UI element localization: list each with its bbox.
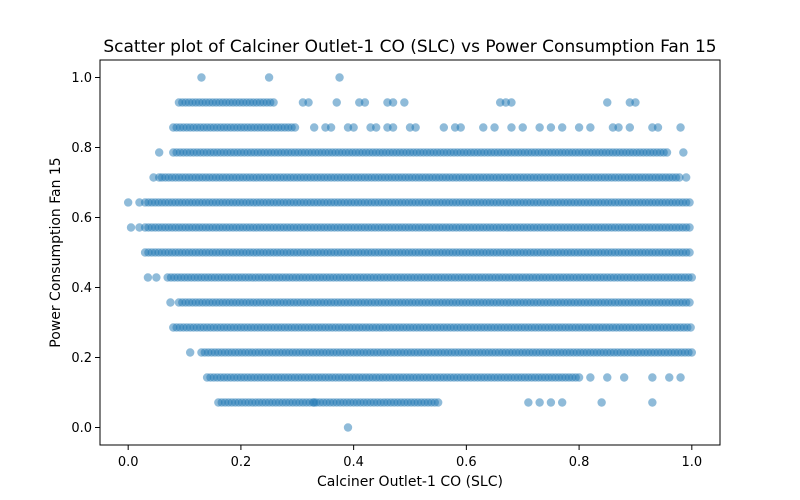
x-axis-label: Calciner Outlet-1 CO (SLC) (317, 474, 503, 490)
scatter-point (479, 123, 488, 132)
y-tick-label: 0.2 (71, 351, 92, 366)
scatter-point (603, 98, 612, 107)
x-tick-label: 0.0 (118, 455, 139, 470)
scatter-point (388, 123, 398, 132)
scatter-point (679, 148, 688, 157)
scatter-point (687, 273, 697, 282)
scatter-point (603, 373, 612, 382)
scatter-point (507, 123, 516, 132)
scatter-point (597, 398, 606, 407)
scatter-point (332, 98, 341, 107)
scatter-point (574, 123, 584, 132)
points-layer (123, 73, 697, 432)
chart-title: Scatter plot of Calciner Outlet-1 CO (SL… (103, 37, 716, 57)
x-tick-label: 0.8 (569, 455, 590, 470)
scatter-point (686, 323, 695, 332)
scatter-point (433, 398, 443, 407)
scatter-point (546, 123, 556, 132)
scatter-point (586, 123, 595, 132)
scatter-point (507, 98, 516, 107)
y-axis-label: Power Consumption Fan 15 (48, 157, 64, 347)
scatter-point (143, 273, 153, 282)
scatter-point (557, 398, 567, 407)
scatter-point (535, 123, 544, 132)
scatter-point (326, 123, 336, 132)
scatter-point (152, 273, 161, 282)
scatter-point (309, 123, 319, 132)
scatter-point (685, 223, 694, 232)
scatter-point (586, 373, 595, 382)
scatter-point (665, 373, 674, 382)
scatter-point (456, 123, 465, 132)
y-tick-label: 0.8 (71, 141, 92, 156)
scatter-point (304, 98, 313, 107)
scatter-point (123, 198, 133, 207)
y-tick-label: 0.6 (71, 211, 92, 226)
scatter-point (687, 348, 697, 357)
scatter-point (524, 398, 533, 407)
plot-frame (99, 59, 721, 446)
scatter-point (135, 198, 144, 207)
scatter-point (676, 373, 685, 382)
scatter-point (546, 398, 556, 407)
scatter-point (676, 123, 685, 132)
y-tick-label: 0.4 (71, 281, 92, 296)
x-axis: 0.0 0.2 0.4 0.6 0.8 1.0 (118, 445, 702, 470)
scatter-point (343, 423, 353, 432)
scatter-point (685, 248, 694, 257)
scatter-point (681, 173, 691, 182)
scatter-point (648, 373, 657, 382)
scatter-point (290, 123, 300, 132)
scatter-point (625, 123, 635, 132)
scatter-point (557, 123, 567, 132)
y-tick-label: 0.0 (71, 421, 92, 436)
scatter-point (309, 398, 319, 407)
scatter-point (400, 98, 409, 107)
scatter-point (349, 123, 358, 132)
scatter-point (574, 373, 584, 382)
scatter-point (135, 223, 144, 232)
scatter-point (535, 398, 544, 407)
x-tick-label: 0.6 (456, 455, 477, 470)
scatter-point (185, 348, 195, 357)
scatter-point (648, 398, 657, 407)
scatter-point (388, 98, 398, 107)
y-axis: 0.0 0.2 0.4 0.6 0.8 1.0 (71, 71, 100, 436)
y-tick-label: 1.0 (71, 71, 92, 86)
scatter-point (264, 73, 274, 82)
scatter-point (662, 148, 672, 157)
scatter-point (685, 298, 694, 307)
scatter-point (269, 98, 278, 107)
scatter-point (166, 298, 175, 307)
x-tick-label: 0.2 (231, 455, 252, 470)
scatter-point (631, 98, 640, 107)
scatter-point (126, 223, 136, 232)
scatter-point (371, 123, 381, 132)
scatter-point (335, 73, 344, 82)
scatter-point (653, 123, 663, 132)
x-tick-label: 0.4 (343, 455, 364, 470)
x-tick-label: 1.0 (681, 455, 702, 470)
scatter-point (411, 123, 420, 132)
scatter-point (360, 98, 370, 107)
scatter-point (197, 73, 206, 82)
scatter-point (685, 198, 694, 207)
scatter-point (619, 373, 629, 382)
scatter-point (439, 123, 449, 132)
scatter-point (614, 123, 623, 132)
scatter-point (490, 123, 499, 132)
scatter-point (518, 123, 527, 132)
scatter-point (154, 148, 164, 157)
scatter-point (675, 173, 684, 182)
scatter-point (154, 173, 164, 182)
